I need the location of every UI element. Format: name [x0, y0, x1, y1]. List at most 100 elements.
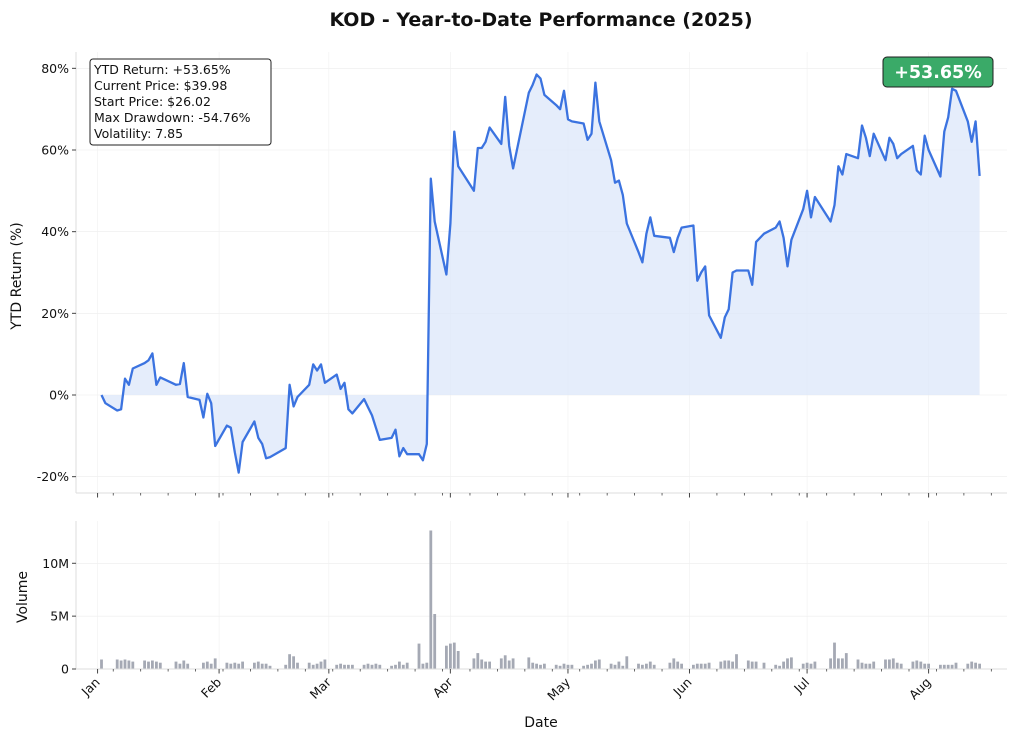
volume-bar — [837, 658, 840, 669]
volume-bar — [292, 656, 295, 669]
x-tick-label: Jul — [790, 675, 812, 697]
volume-bar — [864, 663, 868, 669]
volume-bar — [484, 661, 487, 669]
x-axis-label: Date — [524, 715, 557, 731]
volume-panel: 0 5M 10M Jan Feb Mar Apr May Jun Jul Aug Volume D… — [15, 521, 1007, 731]
chart-title: KOD - Year-to-Date Performance (2025) — [329, 9, 752, 31]
volume-bar — [347, 664, 350, 669]
volume-bar — [315, 663, 319, 669]
volume-bar — [570, 664, 574, 669]
volume-bar — [645, 663, 648, 669]
volume-bar — [923, 663, 927, 669]
volume-bar — [566, 664, 570, 669]
volume-bar — [401, 664, 405, 669]
volume-bar — [100, 659, 103, 669]
volume-bar — [844, 653, 848, 669]
volume-bar — [562, 663, 566, 669]
price-y-tick-label: -20% — [37, 469, 69, 484]
volume-bar — [735, 654, 738, 669]
volume-bar — [186, 663, 190, 669]
volume-bar — [119, 660, 123, 669]
x-tick-label: May — [544, 674, 573, 703]
volume-bar — [131, 661, 135, 669]
volume-bar — [974, 662, 977, 669]
volume-bar — [699, 663, 703, 669]
volume-bar — [543, 663, 546, 669]
volume-bar — [123, 659, 127, 669]
volume-y-tick-label: 10M — [42, 556, 69, 571]
price-y-tick-label: 80% — [41, 61, 69, 76]
price-y-tick-label: 40% — [41, 224, 69, 239]
volume-bar — [899, 663, 903, 669]
volume-bar — [531, 662, 535, 669]
volume-bar — [456, 651, 460, 669]
volume-bar — [488, 661, 491, 669]
stats-max-drawdown: Max Drawdown: -54.76% — [94, 110, 251, 125]
volume-bar — [942, 664, 946, 669]
volume-bar — [939, 664, 942, 669]
volume-bar — [209, 663, 213, 669]
volume-bar — [253, 662, 256, 669]
volume-bar — [398, 661, 401, 669]
volume-bar — [480, 659, 484, 669]
volume-bar — [476, 653, 480, 669]
volume-bar — [652, 664, 656, 669]
volume-bar — [723, 660, 727, 669]
y-axis-label: YTD Return (%) — [9, 222, 25, 330]
ytd-return-line — [100, 73, 981, 474]
return-badge: +53.65% — [882, 56, 994, 88]
volume-bar — [597, 659, 601, 669]
volume-grid — [76, 521, 1007, 670]
volume-bar — [833, 642, 836, 669]
volume-bar — [147, 661, 150, 669]
x-ticks: Jan Feb Mar Apr May Jun Jul Aug — [78, 669, 992, 703]
return-badge-text: +53.65% — [894, 63, 982, 83]
volume-bar — [213, 658, 217, 669]
volume-y-tick-label: 5M — [50, 609, 69, 624]
volume-bar — [617, 661, 621, 669]
volume-bar — [676, 661, 680, 669]
volume-bar — [621, 665, 625, 669]
volume-bar — [511, 658, 515, 669]
volume-bar — [609, 663, 613, 669]
volume-bar — [417, 643, 421, 669]
volume-bar — [127, 660, 131, 669]
price-y-tick-label: 20% — [41, 306, 69, 321]
return-badge-box — [882, 56, 994, 88]
volume-bar — [790, 657, 793, 669]
volume-bar — [155, 661, 158, 669]
volume-bar — [374, 663, 378, 669]
volume-bar — [174, 661, 178, 669]
volume-bar — [872, 661, 876, 669]
volume-bar — [256, 661, 260, 669]
volume-bar — [805, 662, 809, 669]
volume-bar — [178, 663, 182, 669]
volume-bar — [719, 661, 723, 669]
volume-bar — [390, 665, 393, 669]
volume-bar — [707, 662, 711, 669]
volume-bar — [449, 643, 452, 669]
volume-bar — [919, 661, 923, 669]
volume-bar — [241, 661, 244, 669]
volume-bar — [284, 664, 288, 669]
volume-bar — [590, 663, 593, 669]
volume-bar — [754, 661, 758, 669]
volume-bar — [727, 660, 731, 669]
volume-bar — [613, 664, 617, 669]
ytd-return-area — [101, 74, 980, 473]
volume-bar — [229, 663, 233, 669]
volume-bar — [260, 663, 264, 669]
volume-bar — [499, 658, 503, 669]
volume-bar — [895, 662, 899, 669]
volume-bar — [692, 664, 695, 669]
stats-ytd-return: YTD Return: +53.65% — [93, 62, 231, 77]
volume-bar — [237, 663, 241, 669]
volume-bar — [970, 661, 974, 669]
volume-bar — [264, 663, 268, 669]
volume-bar — [672, 658, 676, 669]
volume-bar — [158, 662, 162, 669]
volume-bar — [856, 659, 860, 669]
volume-bar — [233, 662, 237, 669]
stats-volatility: Volatility: 7.85 — [94, 126, 183, 141]
volume-bar — [703, 663, 707, 669]
